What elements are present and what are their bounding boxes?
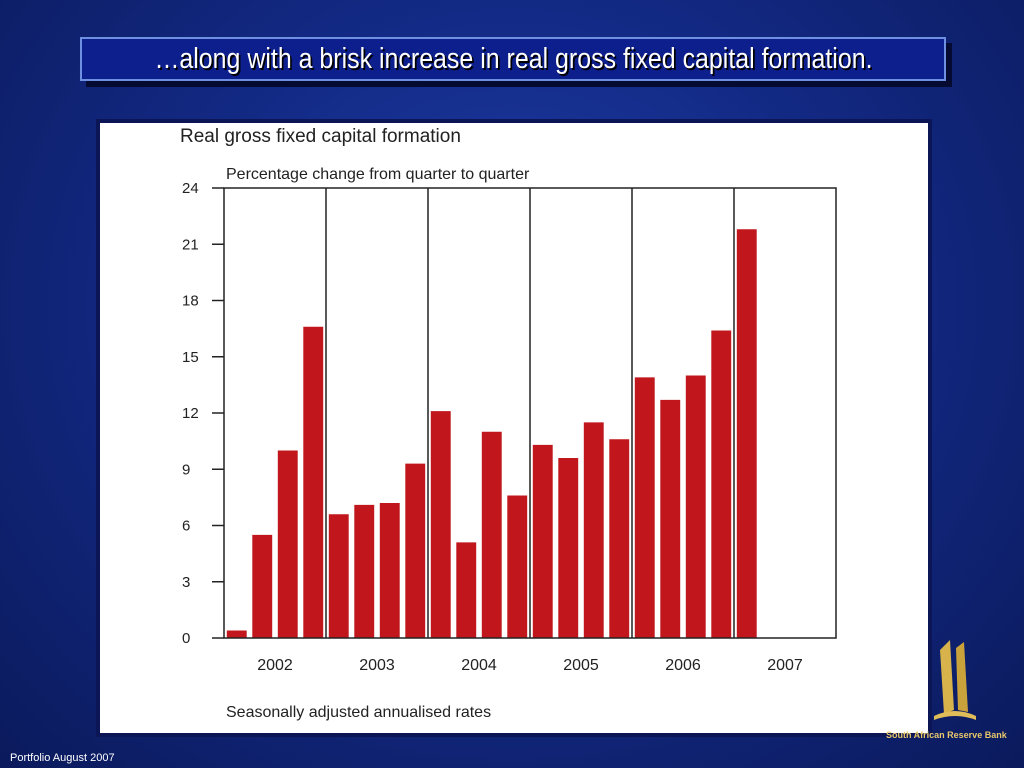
y-tick-label: 3 (182, 574, 190, 591)
bar (430, 411, 451, 638)
bar (379, 503, 400, 638)
bar (583, 422, 604, 638)
chart-subtitle: Percentage change from quarter to quarte… (226, 166, 530, 183)
bar (736, 229, 757, 638)
slide-title-box: …along with a brisk increase in real gro… (80, 37, 946, 81)
x-year-label: 2007 (767, 657, 803, 674)
footer-text: Portfolio August 2007 (10, 752, 115, 764)
bar (685, 375, 706, 638)
bar (609, 439, 630, 638)
reserve-bank-logo (934, 640, 976, 720)
x-year-label: 2004 (461, 657, 497, 674)
bank-name: South African Reserve Bank (886, 730, 1007, 740)
bar (328, 514, 349, 638)
bar (226, 630, 247, 638)
plot-frame (223, 187, 837, 639)
slide-title: …along with a brisk increase in real gro… (153, 42, 873, 75)
y-tick-label: 18 (182, 293, 199, 310)
y-tick-label: 9 (182, 461, 190, 478)
y-tick-label: 12 (182, 405, 199, 422)
bar (634, 377, 655, 638)
bar (405, 463, 426, 638)
bar (456, 542, 477, 638)
chart-note: Seasonally adjusted annualised rates (226, 704, 491, 721)
chart-title: Real gross fixed capital formation (180, 126, 461, 147)
bar (507, 495, 528, 638)
x-year-label: 2005 (563, 657, 599, 674)
bar (303, 326, 324, 638)
y-tick-label: 21 (182, 236, 199, 253)
bar (660, 399, 681, 638)
bar (481, 431, 502, 638)
bar (711, 330, 732, 638)
bar-chart: Real gross fixed capital formation Perce… (180, 126, 837, 721)
y-tick-label: 6 (182, 518, 190, 535)
bar (532, 444, 553, 638)
bar (354, 504, 375, 638)
y-tick-label: 24 (182, 180, 199, 197)
x-year-label: 2003 (359, 657, 395, 674)
y-tick-label: 15 (182, 349, 199, 366)
chart-panel: Real gross fixed capital formation Perce… (100, 123, 928, 733)
bar (252, 534, 273, 638)
bar (558, 458, 579, 638)
bar (277, 450, 298, 638)
x-year-label: 2006 (665, 657, 701, 674)
x-year-label: 2002 (257, 657, 293, 674)
y-tick-label: 0 (182, 630, 190, 647)
